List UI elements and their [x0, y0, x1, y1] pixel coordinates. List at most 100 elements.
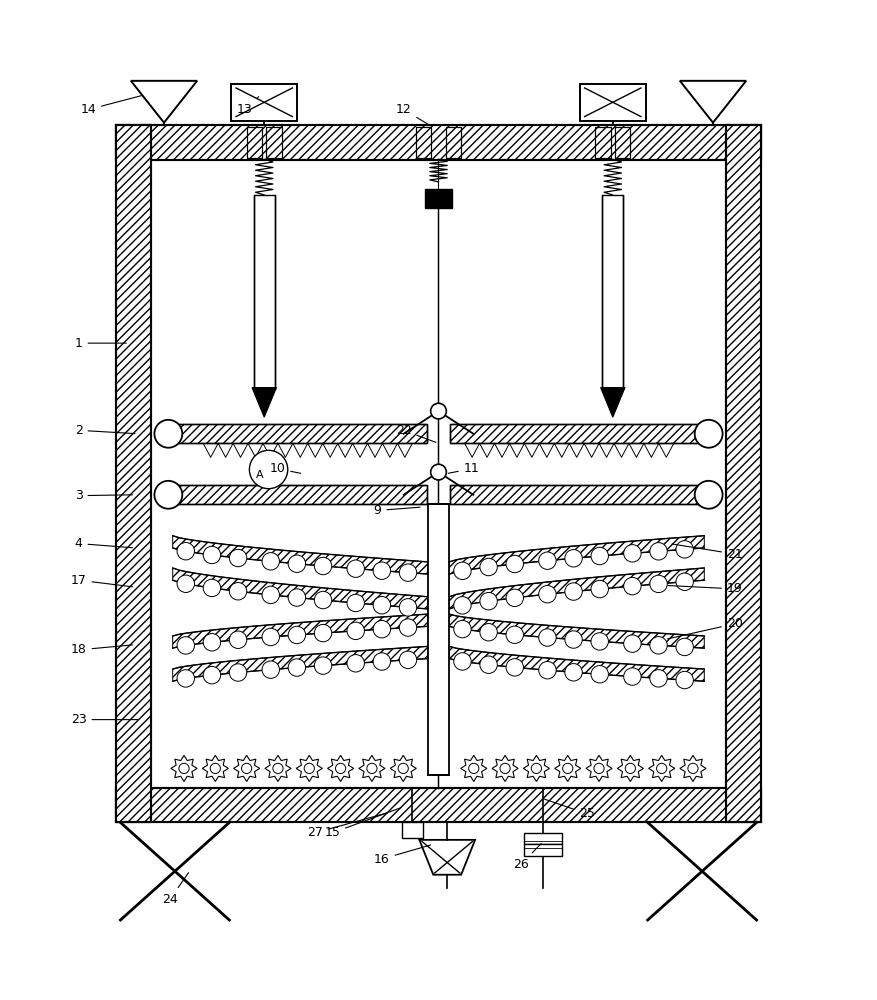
Bar — [726, 125, 761, 822]
Text: 2: 2 — [75, 424, 135, 437]
Circle shape — [177, 670, 195, 687]
Text: 26: 26 — [513, 844, 541, 871]
Bar — [173, 485, 427, 504]
Polygon shape — [327, 755, 353, 781]
Bar — [246, 127, 262, 158]
Bar — [595, 127, 611, 158]
Circle shape — [177, 542, 195, 560]
Polygon shape — [449, 536, 704, 574]
Circle shape — [177, 575, 195, 592]
Text: 15: 15 — [324, 808, 401, 839]
Polygon shape — [131, 81, 197, 123]
Circle shape — [506, 555, 524, 573]
Polygon shape — [449, 646, 704, 681]
Bar — [615, 127, 631, 158]
Bar — [595, 127, 611, 158]
Circle shape — [431, 403, 446, 419]
Circle shape — [453, 597, 471, 614]
Circle shape — [230, 631, 246, 648]
Circle shape — [624, 545, 641, 562]
Circle shape — [591, 666, 609, 683]
Circle shape — [695, 481, 723, 509]
Circle shape — [399, 564, 417, 581]
Bar — [173, 424, 427, 443]
Circle shape — [399, 651, 417, 669]
Bar — [246, 127, 262, 158]
Bar — [450, 424, 704, 443]
Text: 17: 17 — [71, 574, 132, 587]
Text: 11: 11 — [448, 462, 480, 475]
Polygon shape — [554, 755, 581, 781]
Circle shape — [203, 579, 221, 597]
Bar — [450, 485, 704, 504]
Circle shape — [314, 591, 332, 609]
Bar — [446, 127, 461, 158]
Text: 24: 24 — [162, 873, 189, 906]
Circle shape — [289, 555, 305, 572]
Bar — [615, 127, 631, 158]
Polygon shape — [428, 504, 449, 775]
Circle shape — [506, 589, 524, 607]
Polygon shape — [173, 646, 428, 681]
Polygon shape — [602, 195, 624, 389]
Bar — [116, 788, 761, 822]
Text: 22: 22 — [396, 424, 436, 442]
Circle shape — [373, 653, 390, 670]
Circle shape — [314, 557, 332, 575]
Circle shape — [314, 624, 332, 642]
Circle shape — [154, 481, 182, 509]
Polygon shape — [580, 84, 645, 121]
Polygon shape — [680, 81, 746, 123]
Bar — [173, 485, 427, 504]
Bar — [402, 822, 423, 838]
Circle shape — [676, 573, 694, 590]
Circle shape — [676, 638, 694, 656]
Circle shape — [347, 655, 365, 672]
Polygon shape — [173, 568, 428, 609]
Circle shape — [262, 628, 280, 646]
Circle shape — [480, 624, 497, 641]
Circle shape — [273, 763, 283, 774]
Circle shape — [624, 668, 641, 685]
Circle shape — [688, 763, 698, 774]
Text: 23: 23 — [71, 713, 138, 726]
Bar — [173, 424, 427, 443]
Circle shape — [230, 549, 246, 567]
Polygon shape — [419, 840, 475, 875]
Circle shape — [347, 594, 365, 612]
Circle shape — [480, 558, 497, 576]
Polygon shape — [296, 755, 323, 781]
Circle shape — [565, 664, 582, 681]
Text: 16: 16 — [374, 845, 431, 866]
Circle shape — [650, 575, 667, 593]
Circle shape — [624, 577, 641, 595]
Bar — [266, 127, 282, 158]
Circle shape — [314, 657, 332, 674]
Circle shape — [468, 763, 479, 774]
Text: 9: 9 — [374, 504, 420, 517]
Circle shape — [367, 763, 377, 774]
Text: 27: 27 — [307, 813, 388, 839]
Circle shape — [531, 763, 541, 774]
Circle shape — [262, 553, 280, 570]
Polygon shape — [265, 755, 291, 781]
Polygon shape — [449, 614, 704, 648]
Circle shape — [210, 763, 220, 774]
Circle shape — [203, 546, 221, 564]
Circle shape — [230, 664, 246, 681]
Circle shape — [230, 583, 246, 600]
Circle shape — [480, 592, 497, 610]
Bar — [450, 485, 704, 504]
Polygon shape — [173, 614, 428, 648]
Circle shape — [373, 620, 390, 638]
Bar — [116, 125, 761, 160]
Polygon shape — [617, 755, 644, 781]
Bar — [446, 127, 461, 158]
Circle shape — [431, 464, 446, 480]
Polygon shape — [460, 755, 487, 781]
Text: 3: 3 — [75, 489, 132, 502]
Circle shape — [565, 550, 582, 567]
Circle shape — [506, 626, 524, 643]
Circle shape — [650, 637, 667, 654]
Circle shape — [347, 560, 365, 577]
